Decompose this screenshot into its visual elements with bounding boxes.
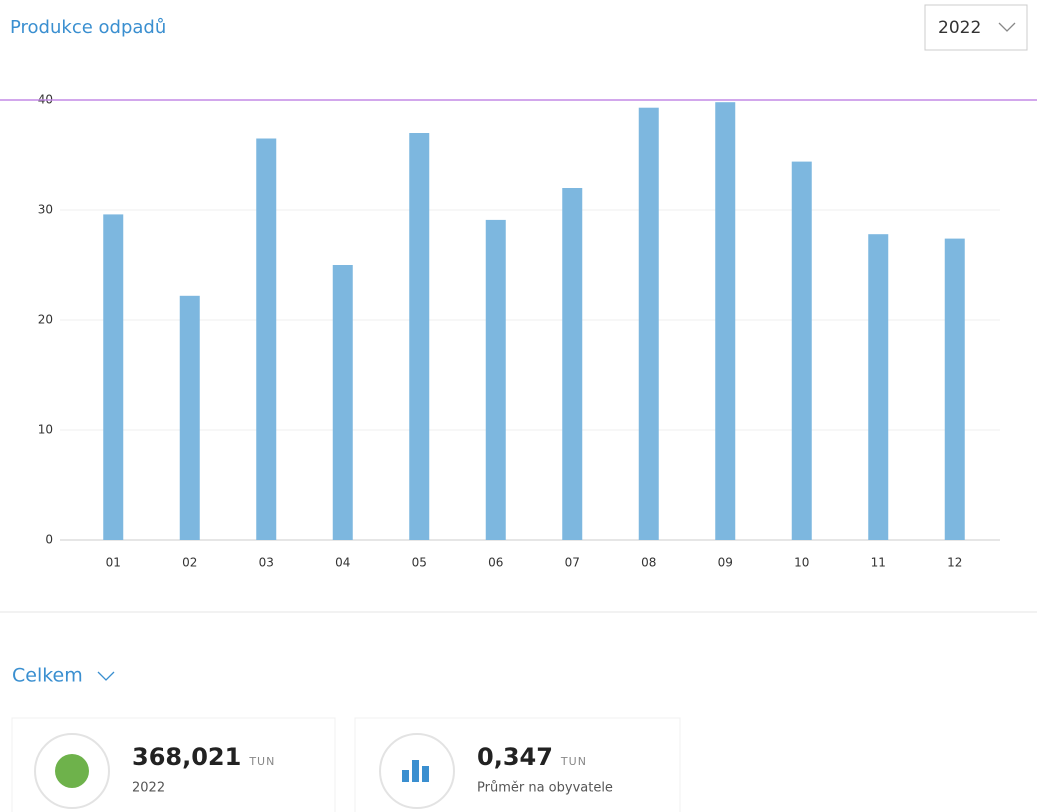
bar: [485, 219, 506, 540]
x-tick-label: 12: [947, 556, 962, 570]
x-tick-label: 02: [182, 556, 197, 570]
bar: [332, 265, 353, 540]
card-unit: TUN: [248, 755, 275, 768]
card-label: Průměr na obyvatele: [477, 781, 613, 796]
bar: [638, 107, 659, 540]
page-title: Produkce odpadů: [10, 17, 166, 38]
bar: [409, 133, 430, 540]
x-tick-label: 03: [259, 556, 274, 570]
year-select-value: 2022: [938, 18, 981, 38]
bar: [256, 138, 277, 540]
bar: [791, 161, 812, 540]
x-tick-label: 04: [335, 556, 350, 570]
bar: [103, 214, 124, 540]
x-tick-label: 10: [794, 556, 809, 570]
bar: [944, 238, 965, 540]
x-tick-label: 01: [106, 556, 121, 570]
card-label: 2022: [132, 781, 165, 796]
x-tick-label: 05: [412, 556, 427, 570]
bar: [715, 102, 736, 540]
green-dot: [55, 754, 89, 788]
summary-title[interactable]: Celkem: [12, 665, 83, 687]
bar: [868, 234, 889, 540]
card-value: 368,021: [132, 743, 241, 771]
x-tick-label: 09: [718, 556, 733, 570]
y-tick-label: 30: [38, 203, 53, 217]
card-value: 0,347: [477, 743, 553, 771]
y-tick-label: 20: [38, 313, 53, 327]
x-tick-label: 06: [488, 556, 503, 570]
chevron: [97, 671, 115, 681]
y-tick-label: 0: [45, 533, 53, 547]
card-unit: TUN: [560, 755, 587, 768]
bar-icon: [402, 760, 429, 782]
chevron: [998, 22, 1016, 32]
x-tick-label: 07: [565, 556, 580, 570]
x-tick-label: 11: [871, 556, 886, 570]
x-tick-label: 08: [641, 556, 656, 570]
bar: [562, 188, 583, 540]
y-tick-label: 10: [38, 423, 53, 437]
bar: [179, 295, 200, 540]
